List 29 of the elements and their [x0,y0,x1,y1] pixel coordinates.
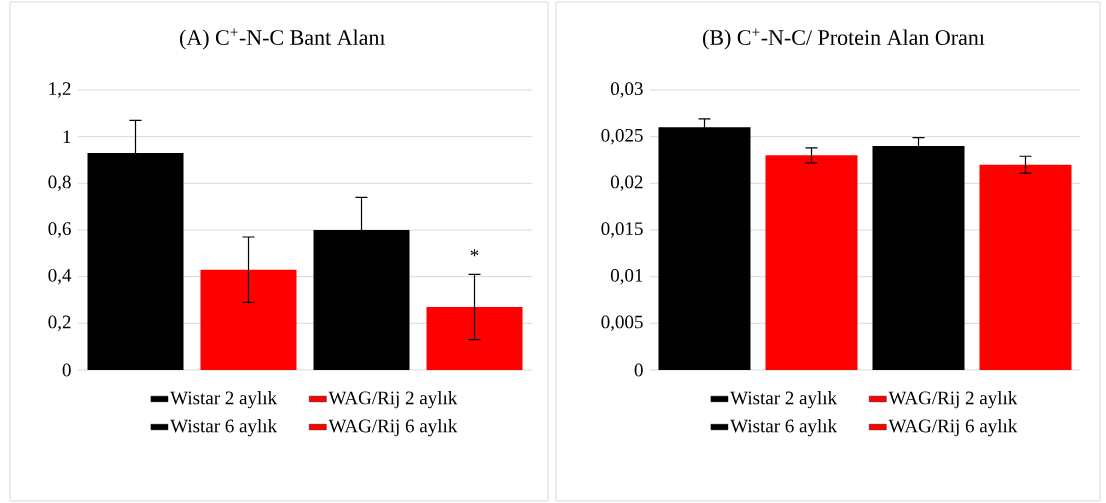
y-tick-label: 1,2 [49,82,71,98]
y-tick-label: 0,015 [601,222,643,238]
legend-label: WAG/Rij 6 aylık [328,419,458,437]
y-tick-label: 0 [62,363,71,377]
chart-title: (A) C$^{+}$-N-C Bant Alanı [180,28,386,50]
bar [979,164,1072,370]
legend-label: Wistar 6 aylık [730,419,838,437]
y-tick-label: 0,6 [48,222,71,238]
y-tick-label: 0,8 [48,175,71,192]
y-tick-label: 0,2 [48,315,71,332]
y-tick-label: 0 [634,363,643,377]
bar [200,269,297,370]
y-tick-label: 0,01 [610,268,643,285]
y-tick-label: 0,02 [610,175,643,192]
legend-label: WAG/Rij 2 aylık [328,390,458,409]
legend-label: Wistar 6 aylık [170,419,278,437]
annotation: * [470,249,479,257]
legend-label: WAG/Rij 6 aylık [888,419,1018,437]
y-tick-label: 0,4 [48,268,72,285]
chart-title: (B) C$^{+}$-N-C/ Protein Alan Oranı [703,28,985,50]
y-tick-label: 0,005 [601,315,643,332]
y-tick-label: 0,03 [610,82,643,98]
y-tick-label: 0,025 [601,128,643,145]
bar [426,306,523,370]
legend-label: WAG/Rij 2 aylık [888,391,1018,409]
bar [765,155,858,370]
legend-label: Wistar 2 aylık [730,391,838,409]
y-tick-label: 1 [63,130,71,143]
legend-label: Wistar 2 aylık [170,390,278,409]
